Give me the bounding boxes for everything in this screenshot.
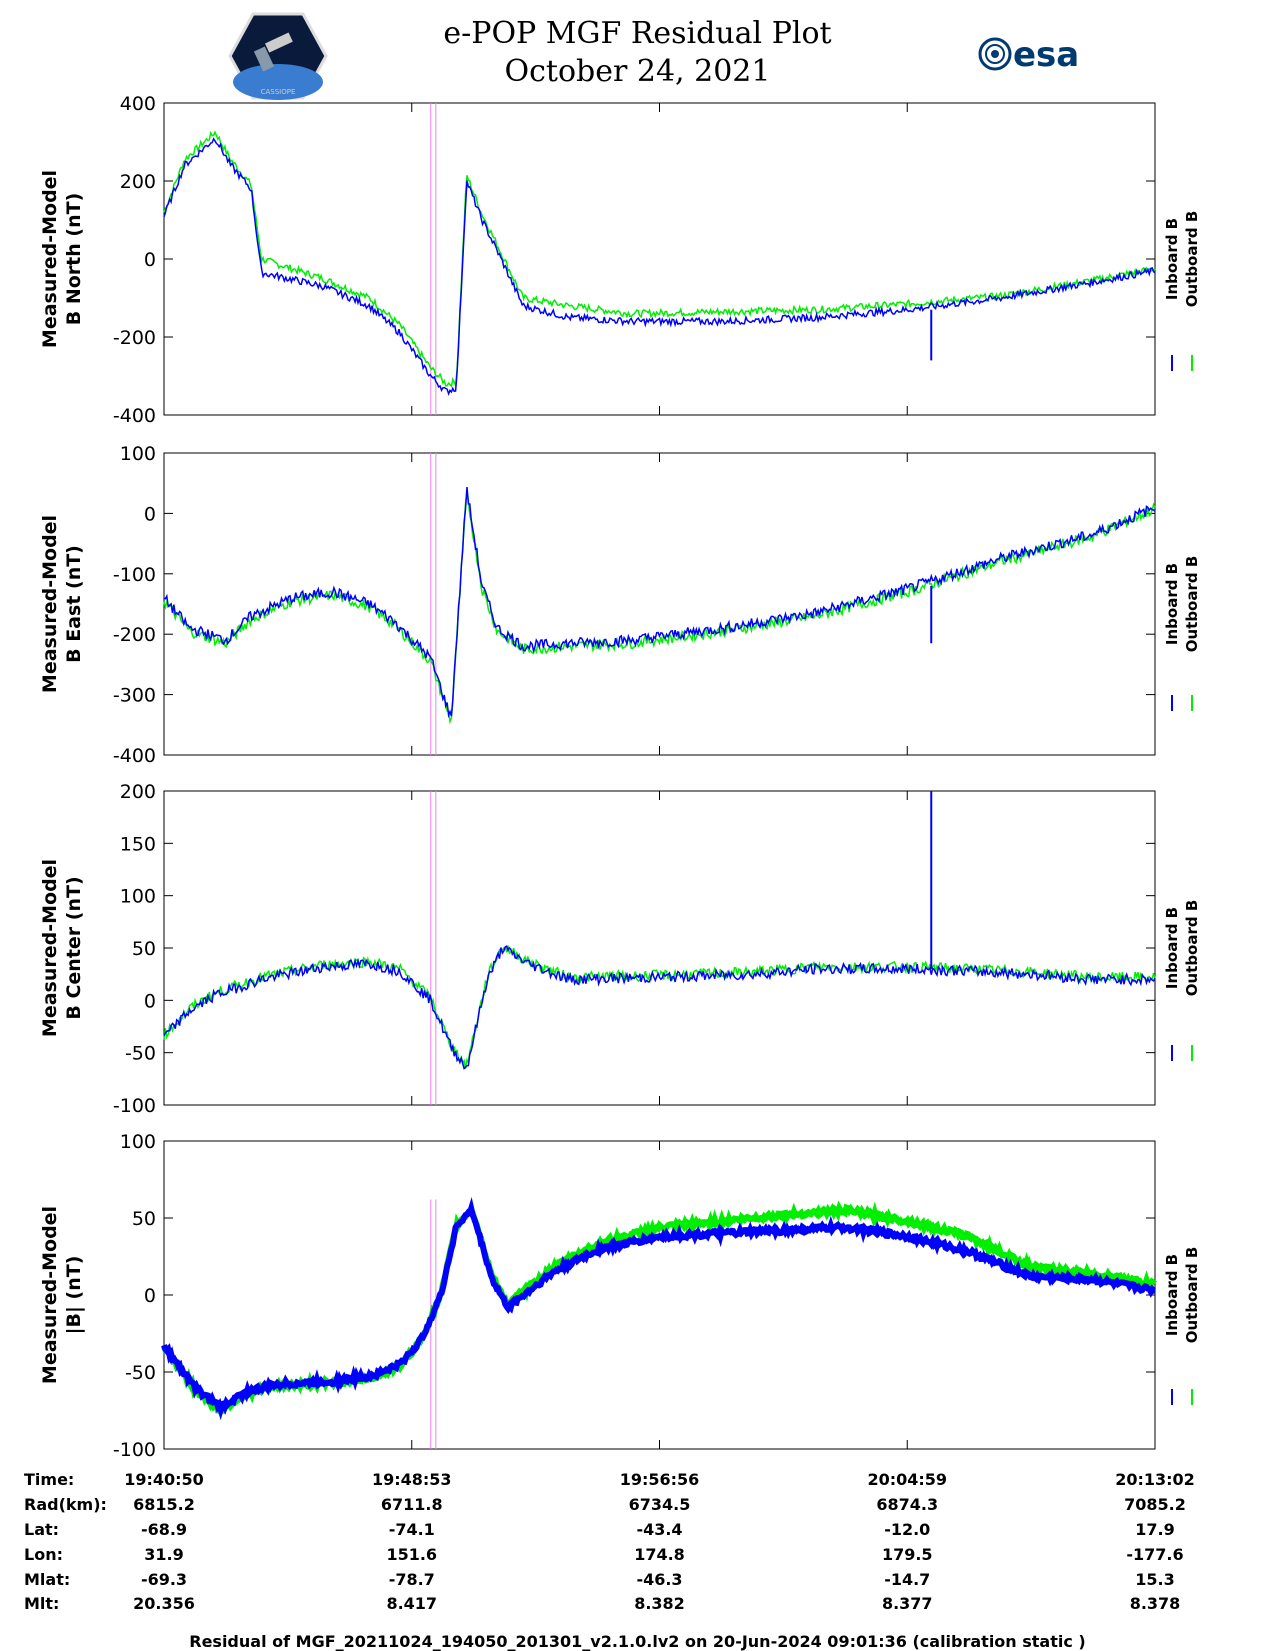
chart-date: October 24, 2021 (504, 54, 771, 89)
inboard-series-line (163, 487, 1156, 718)
y-tick-label: 150 (120, 833, 156, 855)
y-tick-label: 0 (144, 1285, 156, 1307)
y-tick-label: 100 (120, 1131, 156, 1153)
y-axis-label: Measured-Model B East (nT) (39, 515, 85, 693)
y-tick-label: -50 (125, 1043, 156, 1065)
y-tick-label: -400 (113, 405, 156, 427)
y-tick-label: 0 (144, 990, 156, 1012)
legend-outboard-label: Outboard B (1183, 211, 1201, 308)
y-tick-label: 50 (132, 1208, 156, 1230)
y-tick-label: 0 (144, 249, 156, 271)
y-tick-label: 200 (120, 781, 156, 803)
chart-title: e-POP MGF Residual Plot (443, 16, 832, 51)
y-tick-label: -100 (113, 1095, 156, 1117)
esa-logo-text: esa (1013, 35, 1079, 74)
y-tick-label: 400 (120, 93, 156, 115)
plot-frame (163, 790, 1156, 1106)
y-tick-label: -200 (113, 327, 156, 349)
y-tick-label: -400 (113, 745, 156, 767)
inboard-series-line (163, 137, 1156, 396)
y-tick-label: 100 (120, 886, 156, 908)
y-tick-label: -50 (125, 1362, 156, 1384)
legend-outboard-label: Outboard B (1183, 1247, 1201, 1344)
panel-2: -400 -300 -200 -100 0 100 Measured-Model B East… (39, 443, 1201, 767)
inboard-series-line (161, 1196, 1156, 1421)
plot-frame (163, 102, 1156, 416)
y-tick-label: -100 (113, 1439, 156, 1461)
legend-outboard-label: Outboard B (1183, 900, 1201, 997)
panel-4: -100 -50 0 50 100 Measured-Model |B| (nT) Inboa… (39, 1131, 1201, 1461)
plot-frame (163, 452, 1156, 756)
y-tick-label: 50 (132, 938, 156, 960)
cassiope-logo: CASSIOPE (228, 12, 328, 100)
footer-caption: Residual of MGF_20211024_194050_201301_v… (189, 1632, 1086, 1651)
y-tick-label: 200 (120, 171, 156, 193)
legend-inboard-label: Inboard B (1163, 563, 1181, 645)
legend-inboard-label: Inboard B (1163, 1254, 1181, 1336)
legend-outboard-label: Outboard B (1183, 556, 1201, 653)
y-tick-label: -200 (113, 624, 156, 646)
y-axis-label: Measured-Model B North (nT) (39, 170, 85, 348)
y-tick-label: -300 (113, 685, 156, 707)
y-tick-label: 100 (120, 443, 156, 465)
cassiope-logo-caption: CASSIOPE (261, 88, 296, 96)
legend-inboard-label: Inboard B (1163, 907, 1181, 989)
legend-inboard-label: Inboard B (1163, 218, 1181, 300)
y-axis-label: Measured-Model |B| (nT) (39, 1206, 85, 1384)
plot-frame (163, 1140, 1156, 1450)
inboard-series-line (163, 945, 1156, 1070)
panel-1: -400 -200 0 200 400 Measured-Model B North (nT… (39, 93, 1201, 427)
y-tick-label: -100 (113, 564, 156, 586)
outboard-series-line (163, 489, 1156, 725)
esa-logo: esa (978, 35, 1079, 74)
outboard-series-line (163, 130, 1156, 389)
panel-3: -100 -50 0 50 100 150 200 Measured-Model B Cente… (39, 781, 1201, 1117)
y-axis-label: Measured-Model B Center (nT) (39, 859, 85, 1037)
y-tick-label: 0 (144, 503, 156, 525)
